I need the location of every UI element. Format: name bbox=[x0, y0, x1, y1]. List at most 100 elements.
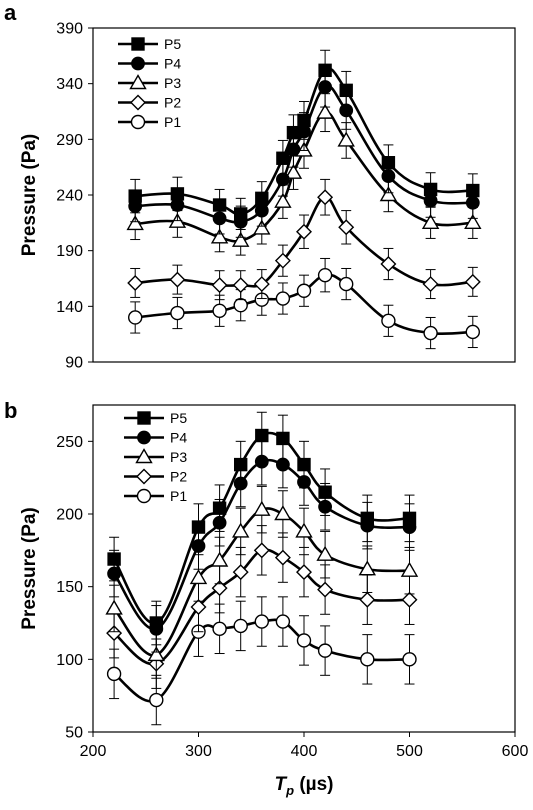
data-point-P3 bbox=[421, 213, 440, 230]
y-tick-label: 340 bbox=[56, 76, 83, 93]
panel-label: a bbox=[4, 0, 17, 25]
series-P1 bbox=[106, 596, 417, 726]
data-point-P1 bbox=[317, 643, 333, 658]
data-point-P5 bbox=[339, 83, 353, 98]
data-point-P5 bbox=[318, 485, 332, 499]
legend-marker-P4 bbox=[137, 430, 151, 445]
x-axis-title-unit: (µs) bbox=[294, 774, 333, 795]
y-axis-title: Pressure (Pa) bbox=[19, 507, 40, 630]
series-P5 bbox=[128, 49, 480, 231]
data-point-P5 bbox=[170, 187, 185, 201]
data-point-P1 bbox=[233, 618, 248, 634]
x-axis-title-sub: p bbox=[285, 783, 294, 798]
data-point-P1 bbox=[233, 298, 248, 313]
data-point-P5 bbox=[381, 156, 396, 170]
data-point-P3 bbox=[210, 228, 229, 244]
data-point-P5 bbox=[276, 431, 290, 446]
y-tick-label: 90 bbox=[65, 355, 83, 372]
data-point-P3 bbox=[379, 186, 398, 202]
legend-marker-P5 bbox=[137, 411, 151, 425]
legend-label-P2: P2 bbox=[170, 469, 187, 485]
legend-label-P2: P2 bbox=[164, 95, 181, 111]
legend-label-P5: P5 bbox=[164, 36, 181, 52]
data-point-P2 bbox=[380, 256, 397, 273]
legend-marker-P1 bbox=[136, 488, 152, 504]
y-tick-label: 250 bbox=[56, 434, 83, 451]
data-point-P3 bbox=[126, 215, 144, 231]
data-point-P5 bbox=[128, 189, 142, 203]
data-point-P2 bbox=[359, 591, 376, 608]
legend-marker-P3 bbox=[135, 448, 153, 464]
data-point-P2 bbox=[232, 277, 249, 294]
data-point-P3 bbox=[274, 505, 292, 521]
data-point-P3 bbox=[253, 500, 271, 516]
legend-label-P4: P4 bbox=[170, 430, 187, 446]
data-point-P1 bbox=[254, 614, 269, 629]
data-point-P3 bbox=[358, 560, 377, 576]
y-tick-label: 190 bbox=[56, 243, 83, 260]
data-point-P3 bbox=[147, 646, 166, 662]
legend-label-P3: P3 bbox=[164, 75, 181, 91]
x-tick-label: 200 bbox=[80, 743, 107, 760]
data-point-P2 bbox=[211, 580, 228, 597]
legend-marker-P3 bbox=[129, 74, 147, 90]
data-point-P5 bbox=[149, 616, 164, 630]
data-point-P3 bbox=[274, 192, 292, 208]
data-point-P2 bbox=[401, 591, 418, 608]
data-point-P3 bbox=[284, 163, 303, 179]
data-point-P1 bbox=[317, 267, 333, 283]
legend-label-P4: P4 bbox=[164, 56, 181, 72]
legend-label-P3: P3 bbox=[170, 449, 187, 465]
y-tick-label: 240 bbox=[56, 188, 83, 205]
data-point-P5 bbox=[318, 63, 332, 78]
y-tick-label: 290 bbox=[56, 132, 83, 149]
series-P2 bbox=[127, 178, 481, 301]
series-P1 bbox=[127, 257, 480, 350]
data-point-P2 bbox=[127, 274, 144, 291]
data-point-P2 bbox=[422, 276, 439, 293]
data-point-P1 bbox=[402, 652, 417, 667]
data-point-P1 bbox=[106, 666, 122, 682]
data-point-P2 bbox=[253, 276, 270, 293]
data-point-P2 bbox=[296, 564, 312, 581]
data-point-P1 bbox=[339, 276, 354, 292]
x-tick-label: 400 bbox=[291, 743, 318, 760]
data-point-P2 bbox=[274, 252, 291, 269]
data-point-P1 bbox=[465, 324, 480, 340]
legend: P5 P4 P3 P2 P1 bbox=[118, 36, 181, 130]
y-tick-label: 150 bbox=[56, 579, 83, 596]
data-point-P5 bbox=[191, 520, 206, 534]
data-point-P3 bbox=[210, 551, 229, 567]
data-point-P2 bbox=[106, 625, 123, 642]
legend-marker-P5 bbox=[131, 37, 145, 51]
data-point-P3 bbox=[337, 131, 355, 147]
data-point-P5 bbox=[466, 183, 480, 198]
data-point-P3 bbox=[253, 219, 271, 235]
data-point-P2 bbox=[317, 189, 334, 206]
data-point-P2 bbox=[464, 273, 481, 290]
data-point-P2 bbox=[169, 271, 186, 288]
data-point-P3 bbox=[316, 545, 334, 561]
legend-label-P1: P1 bbox=[170, 488, 187, 504]
series-P3 bbox=[105, 485, 419, 679]
data-point-P1 bbox=[212, 621, 227, 637]
data-point-P3 bbox=[231, 231, 250, 247]
data-point-P5 bbox=[297, 113, 311, 128]
data-point-P5 bbox=[276, 151, 290, 165]
data-point-P1 bbox=[275, 291, 291, 306]
legend-marker-P2 bbox=[130, 94, 146, 111]
x-axis-title: Tp (µs) bbox=[274, 774, 333, 798]
data-point-P1 bbox=[296, 633, 312, 648]
data-point-P5 bbox=[233, 207, 248, 221]
y-tick-label: 100 bbox=[56, 652, 83, 669]
data-point-P1 bbox=[423, 325, 438, 341]
data-point-P5 bbox=[297, 457, 311, 472]
panel-label: b bbox=[4, 398, 17, 423]
data-point-P3 bbox=[316, 103, 334, 119]
data-point-P5 bbox=[233, 457, 248, 472]
legend-marker-P1 bbox=[130, 114, 146, 130]
data-point-P5 bbox=[360, 511, 374, 526]
data-point-P5 bbox=[212, 198, 227, 212]
data-point-P2 bbox=[338, 219, 355, 236]
legend-marker-P4 bbox=[131, 56, 145, 71]
